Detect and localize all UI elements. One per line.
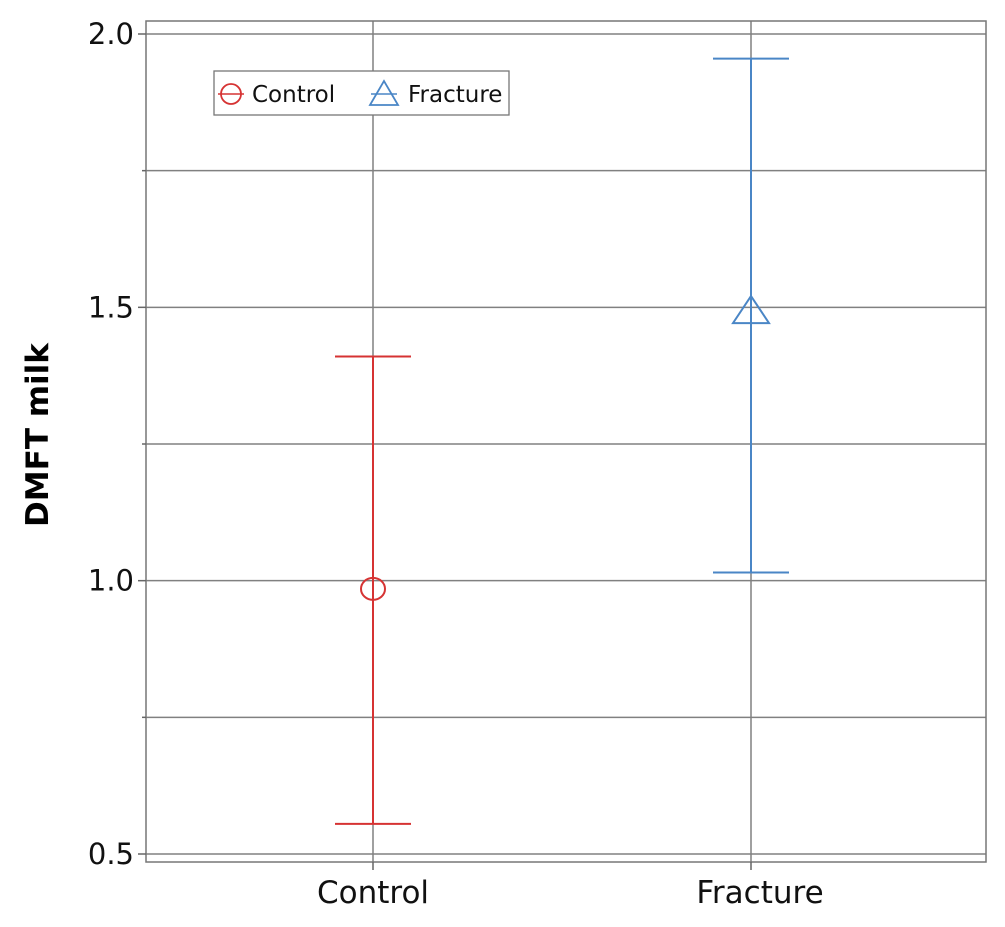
- y-axis: 0.5 1.0 1.5 2.0: [88, 17, 146, 871]
- legend-marker-circle: [220, 83, 242, 105]
- y-tick-label: 1.0: [88, 564, 134, 598]
- series-fracture: [713, 57, 789, 574]
- y-axis-label: DMFT milk: [20, 342, 56, 527]
- legend-label: Fracture: [408, 82, 502, 108]
- plot-frame: [145, 20, 987, 863]
- legend-label: Control: [252, 82, 335, 108]
- series-group: [335, 57, 789, 825]
- series-control: [335, 355, 411, 825]
- y-tick-label: 0.5: [88, 837, 134, 871]
- x-tick-label: Control: [317, 875, 429, 911]
- mean-marker-triangle: [731, 294, 771, 325]
- y-tick-label: 1.5: [88, 290, 134, 324]
- legend-box: [213, 70, 510, 116]
- legend-marker-triangle: [368, 79, 400, 106]
- x-tick-label: Fracture: [696, 875, 823, 911]
- mean-marker-circle: [360, 576, 386, 601]
- gridlines: [146, 21, 986, 862]
- legend: Control Fracture: [213, 70, 510, 116]
- x-axis: Control Fracture: [317, 862, 824, 911]
- y-tick-label: 2.0: [88, 17, 134, 51]
